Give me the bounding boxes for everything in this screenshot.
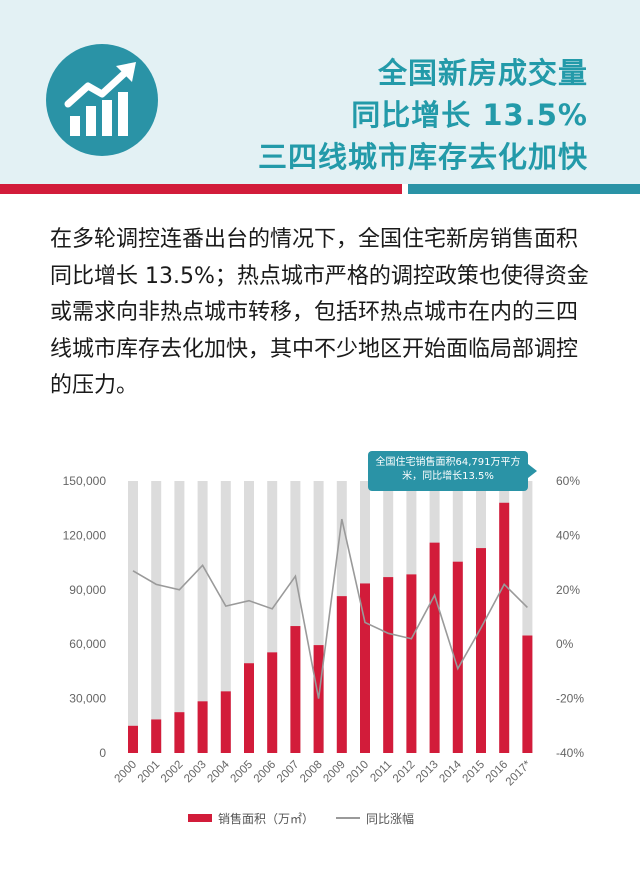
- x-axis-tick-label: 2011: [368, 759, 394, 785]
- sales-area-bar: [174, 712, 185, 753]
- sales-area-bar: [197, 701, 208, 753]
- sales-area-bar: [290, 626, 301, 753]
- sales-area-bar: [429, 542, 440, 753]
- legend-line-label: 同比涨幅: [366, 812, 415, 826]
- background-bar: [522, 481, 533, 753]
- chart-annotation-callout: 全国住宅销售面积64,791万平方米，同比增长13.5%: [368, 451, 528, 491]
- body-paragraph: 在多轮调控连番出台的情况下，全国住宅新房销售面积同比增长 13.5%；热点城市严…: [50, 227, 589, 398]
- x-axis-tick-label: 2015: [461, 759, 488, 786]
- x-axis-tick-label: 2001: [136, 759, 163, 786]
- legend-bar-swatch: [188, 814, 212, 822]
- right-axis-tick-label: -20%: [556, 692, 584, 706]
- background-bar: [267, 481, 278, 753]
- teal-divider-stripe: [408, 184, 640, 194]
- x-axis-tick-label: 2005: [229, 759, 256, 786]
- header-banner: 全国新房成交量 同比增长 13.5% 三四线城市库存去化加快: [0, 0, 640, 184]
- x-axis-tick-label: 2000: [113, 759, 140, 786]
- yoy-growth-line: [132, 518, 528, 699]
- red-divider-stripe: [0, 184, 402, 194]
- sales-area-chart: 150,000 120,000 90,000 60,000 30,000 0 60% 40% 2…: [63, 474, 585, 788]
- sales-area-bar: [128, 725, 138, 753]
- left-axis-tick-label: 0: [99, 746, 106, 760]
- background-bar: [128, 481, 138, 753]
- sales-area-bar: [499, 502, 510, 753]
- x-axis-tick-label: 2002: [159, 759, 186, 786]
- x-axis-tick-label: 2012: [391, 759, 418, 786]
- rising-chart-icon: [46, 44, 158, 156]
- sales-area-bar: [383, 577, 394, 753]
- x-axis-tick-label: 2008: [298, 759, 325, 786]
- x-axis-tick-label: 2004: [205, 758, 232, 785]
- sales-area-bar: [476, 548, 486, 753]
- sales-area-bar: [452, 561, 463, 753]
- sales-area-bar: [244, 663, 254, 753]
- x-axis-tick-label: 2010: [345, 759, 372, 786]
- title-line-2: 同比增长 13.5%: [351, 98, 588, 132]
- background-bar: [151, 481, 162, 753]
- right-axis-tick-label: 40%: [556, 528, 580, 542]
- right-axis-tick-label: 60%: [556, 474, 580, 488]
- x-axis-tick-label: 2014: [437, 758, 464, 785]
- title-line-1: 全国新房成交量: [377, 56, 588, 90]
- right-axis-tick-label: -40%: [556, 746, 584, 760]
- left-axis-tick-label: 150,000: [63, 474, 107, 488]
- chart-legend: 销售面积（万㎡） 同比涨幅: [0, 806, 640, 830]
- x-axis-tick-label: 2013: [414, 759, 441, 786]
- background-bar: [220, 481, 231, 753]
- background-bar: [197, 481, 208, 753]
- left-axis-tick-label: 30,000: [69, 692, 106, 706]
- sales-area-bar: [360, 583, 370, 753]
- background-bar: [174, 481, 185, 753]
- x-axis-tick-label: 2017*: [504, 758, 534, 788]
- title-line-3: 三四线城市库存去化加快: [257, 140, 588, 174]
- x-axis-tick-label: 2007: [275, 759, 302, 786]
- left-axis-tick-label: 90,000: [69, 583, 106, 597]
- x-axis-tick-label: 2003: [182, 759, 209, 786]
- x-axis-tick-label: 2006: [252, 759, 279, 786]
- legend-line-swatch: [336, 817, 360, 819]
- right-axis-tick-label: 0%: [556, 637, 574, 651]
- right-axis-tick-label: 20%: [556, 583, 580, 597]
- legend-bar-label: 销售面积（万㎡）: [218, 812, 315, 826]
- background-bar: [244, 481, 254, 753]
- left-axis-tick-label: 60,000: [69, 637, 106, 651]
- sales-area-bar: [151, 719, 162, 753]
- left-axis-tick-label: 120,000: [63, 528, 107, 542]
- x-axis-tick-label: 2009: [321, 759, 348, 786]
- sales-area-bar: [220, 691, 231, 753]
- callout-pointer: [528, 464, 537, 478]
- sales-area-bar: [336, 596, 347, 753]
- sales-area-bar: [267, 652, 278, 753]
- background-bar: [290, 481, 301, 753]
- background-bar: [313, 481, 324, 753]
- sales-area-bar: [313, 645, 324, 753]
- sales-area-bar: [406, 574, 417, 753]
- sales-area-bar: [522, 635, 533, 753]
